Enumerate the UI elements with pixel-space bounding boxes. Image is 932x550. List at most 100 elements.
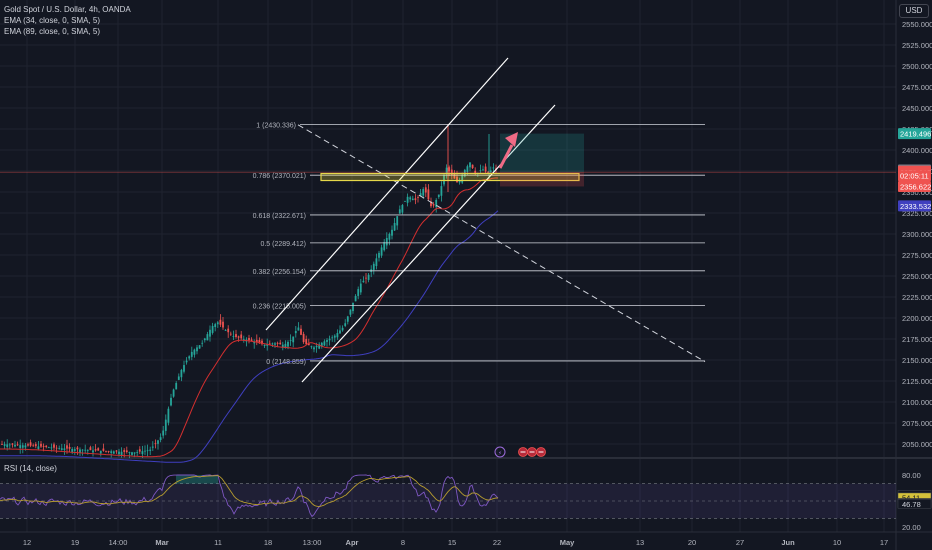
candle-body <box>21 445 24 448</box>
candle-body <box>281 344 284 348</box>
time-tick-label: 15 <box>448 538 456 547</box>
candle-body <box>40 443 42 447</box>
candle-body <box>297 327 300 331</box>
ema89-line <box>0 210 499 463</box>
candle-body <box>32 445 35 447</box>
candle-body <box>118 451 120 455</box>
price-badge <box>898 200 931 212</box>
candle-body <box>42 445 45 447</box>
candle-body <box>76 447 79 450</box>
chart-legend: Gold Spot / U.S. Dollar, 4h, OANDA EMA (… <box>4 4 131 37</box>
candle-body <box>170 397 172 406</box>
candle-body <box>105 450 107 452</box>
time-tick-label: Mar <box>155 538 168 547</box>
candle-body <box>203 338 206 341</box>
price-tick-label: 2500.000 <box>902 62 932 71</box>
candle-body <box>141 451 144 455</box>
candle-body <box>419 193 422 197</box>
price-tick-label: 2400.000 <box>902 146 932 155</box>
candle-body <box>188 356 191 359</box>
candle-body <box>471 164 474 169</box>
candle-body <box>120 451 123 455</box>
candle-body <box>131 452 133 455</box>
candle-body <box>19 445 22 449</box>
candle-body <box>344 323 347 326</box>
candle-body <box>37 446 40 449</box>
candle-body <box>362 280 365 283</box>
candle-body <box>58 448 61 449</box>
candle-body <box>180 369 183 378</box>
candle-body <box>424 187 427 193</box>
candle-body <box>211 325 214 333</box>
candle-body <box>398 209 401 214</box>
candle-body <box>461 174 464 183</box>
candle-body <box>435 199 438 208</box>
price-badge-label: 2419.496 <box>900 130 931 139</box>
price-badge <box>898 128 931 140</box>
candle-body <box>383 242 386 251</box>
candle-body <box>79 449 81 453</box>
candle-body <box>8 444 11 446</box>
event-icon-dividend[interactable] <box>494 446 506 458</box>
candle-body <box>71 448 74 453</box>
rsi-legend[interactable]: RSI (14, close) <box>4 464 57 473</box>
candle-body <box>14 444 16 447</box>
candle-body <box>391 229 393 236</box>
candle-body <box>326 340 328 342</box>
time-tick-label: May <box>560 538 575 547</box>
rsi-tick-label: 20.00 <box>902 523 921 532</box>
candle-body <box>248 337 250 341</box>
candle-body <box>372 263 375 270</box>
candle-body <box>232 336 235 337</box>
candle-body <box>177 376 180 380</box>
candle-body <box>292 336 295 343</box>
ema89-legend[interactable]: EMA (89, close, 0, SMA, 5) <box>4 27 101 36</box>
channel-upper-line[interactable] <box>265 57 509 331</box>
supply-zone-box[interactable] <box>320 172 580 182</box>
dashed-trendline[interactable] <box>297 124 706 363</box>
candle-body <box>185 360 188 363</box>
time-tick-label: 14:00 <box>109 538 128 547</box>
candle-body <box>190 351 193 357</box>
candle-body <box>34 444 37 447</box>
candle-body <box>47 447 50 449</box>
ema34-legend[interactable]: EMA (34, close, 0, SMA, 5) <box>4 16 101 25</box>
candle-body <box>331 337 334 339</box>
candle-body <box>27 444 29 446</box>
time-tick-label: 12 <box>23 538 31 547</box>
price-tick-label: 2050.000 <box>902 440 932 449</box>
time-tick-label: 10 <box>833 538 841 547</box>
candle-body <box>482 169 484 171</box>
price-badge-label: 2333.532 <box>900 202 931 211</box>
candle-body <box>378 252 380 258</box>
fib-level-label: 0.786 (2370.021) <box>253 173 306 180</box>
candle-body <box>287 341 289 347</box>
time-tick-label: 13 <box>636 538 644 547</box>
time-tick-label: 8 <box>401 538 405 547</box>
currency-button[interactable]: USD <box>899 4 929 18</box>
position-loss-zone[interactable] <box>500 172 584 187</box>
lightning-icon: ⚡ <box>498 450 502 457</box>
time-tick-label: 13:00 <box>303 538 322 547</box>
candle-body <box>81 449 84 451</box>
candle-body <box>235 334 237 337</box>
candle-body <box>214 324 217 328</box>
fib-level-label: 1 (2430.336) <box>256 123 296 130</box>
price-tick-label: 2300.000 <box>902 230 932 239</box>
candle-body <box>102 448 105 451</box>
arrow-head[interactable] <box>505 132 518 147</box>
candle-body <box>94 449 97 451</box>
arrow-shaft[interactable] <box>498 144 514 169</box>
candle-body <box>45 445 48 448</box>
candle-body <box>318 344 321 349</box>
candle-body <box>375 258 378 267</box>
symbol-title[interactable]: Gold Spot / U.S. Dollar, 4h, OANDA <box>4 5 131 14</box>
candle-body <box>29 442 32 446</box>
price-tick-label: 2100.000 <box>902 398 932 407</box>
channel-lower-line[interactable] <box>301 104 556 383</box>
candle-body <box>172 389 175 397</box>
candle-body <box>302 333 305 343</box>
candle-body <box>380 247 383 256</box>
